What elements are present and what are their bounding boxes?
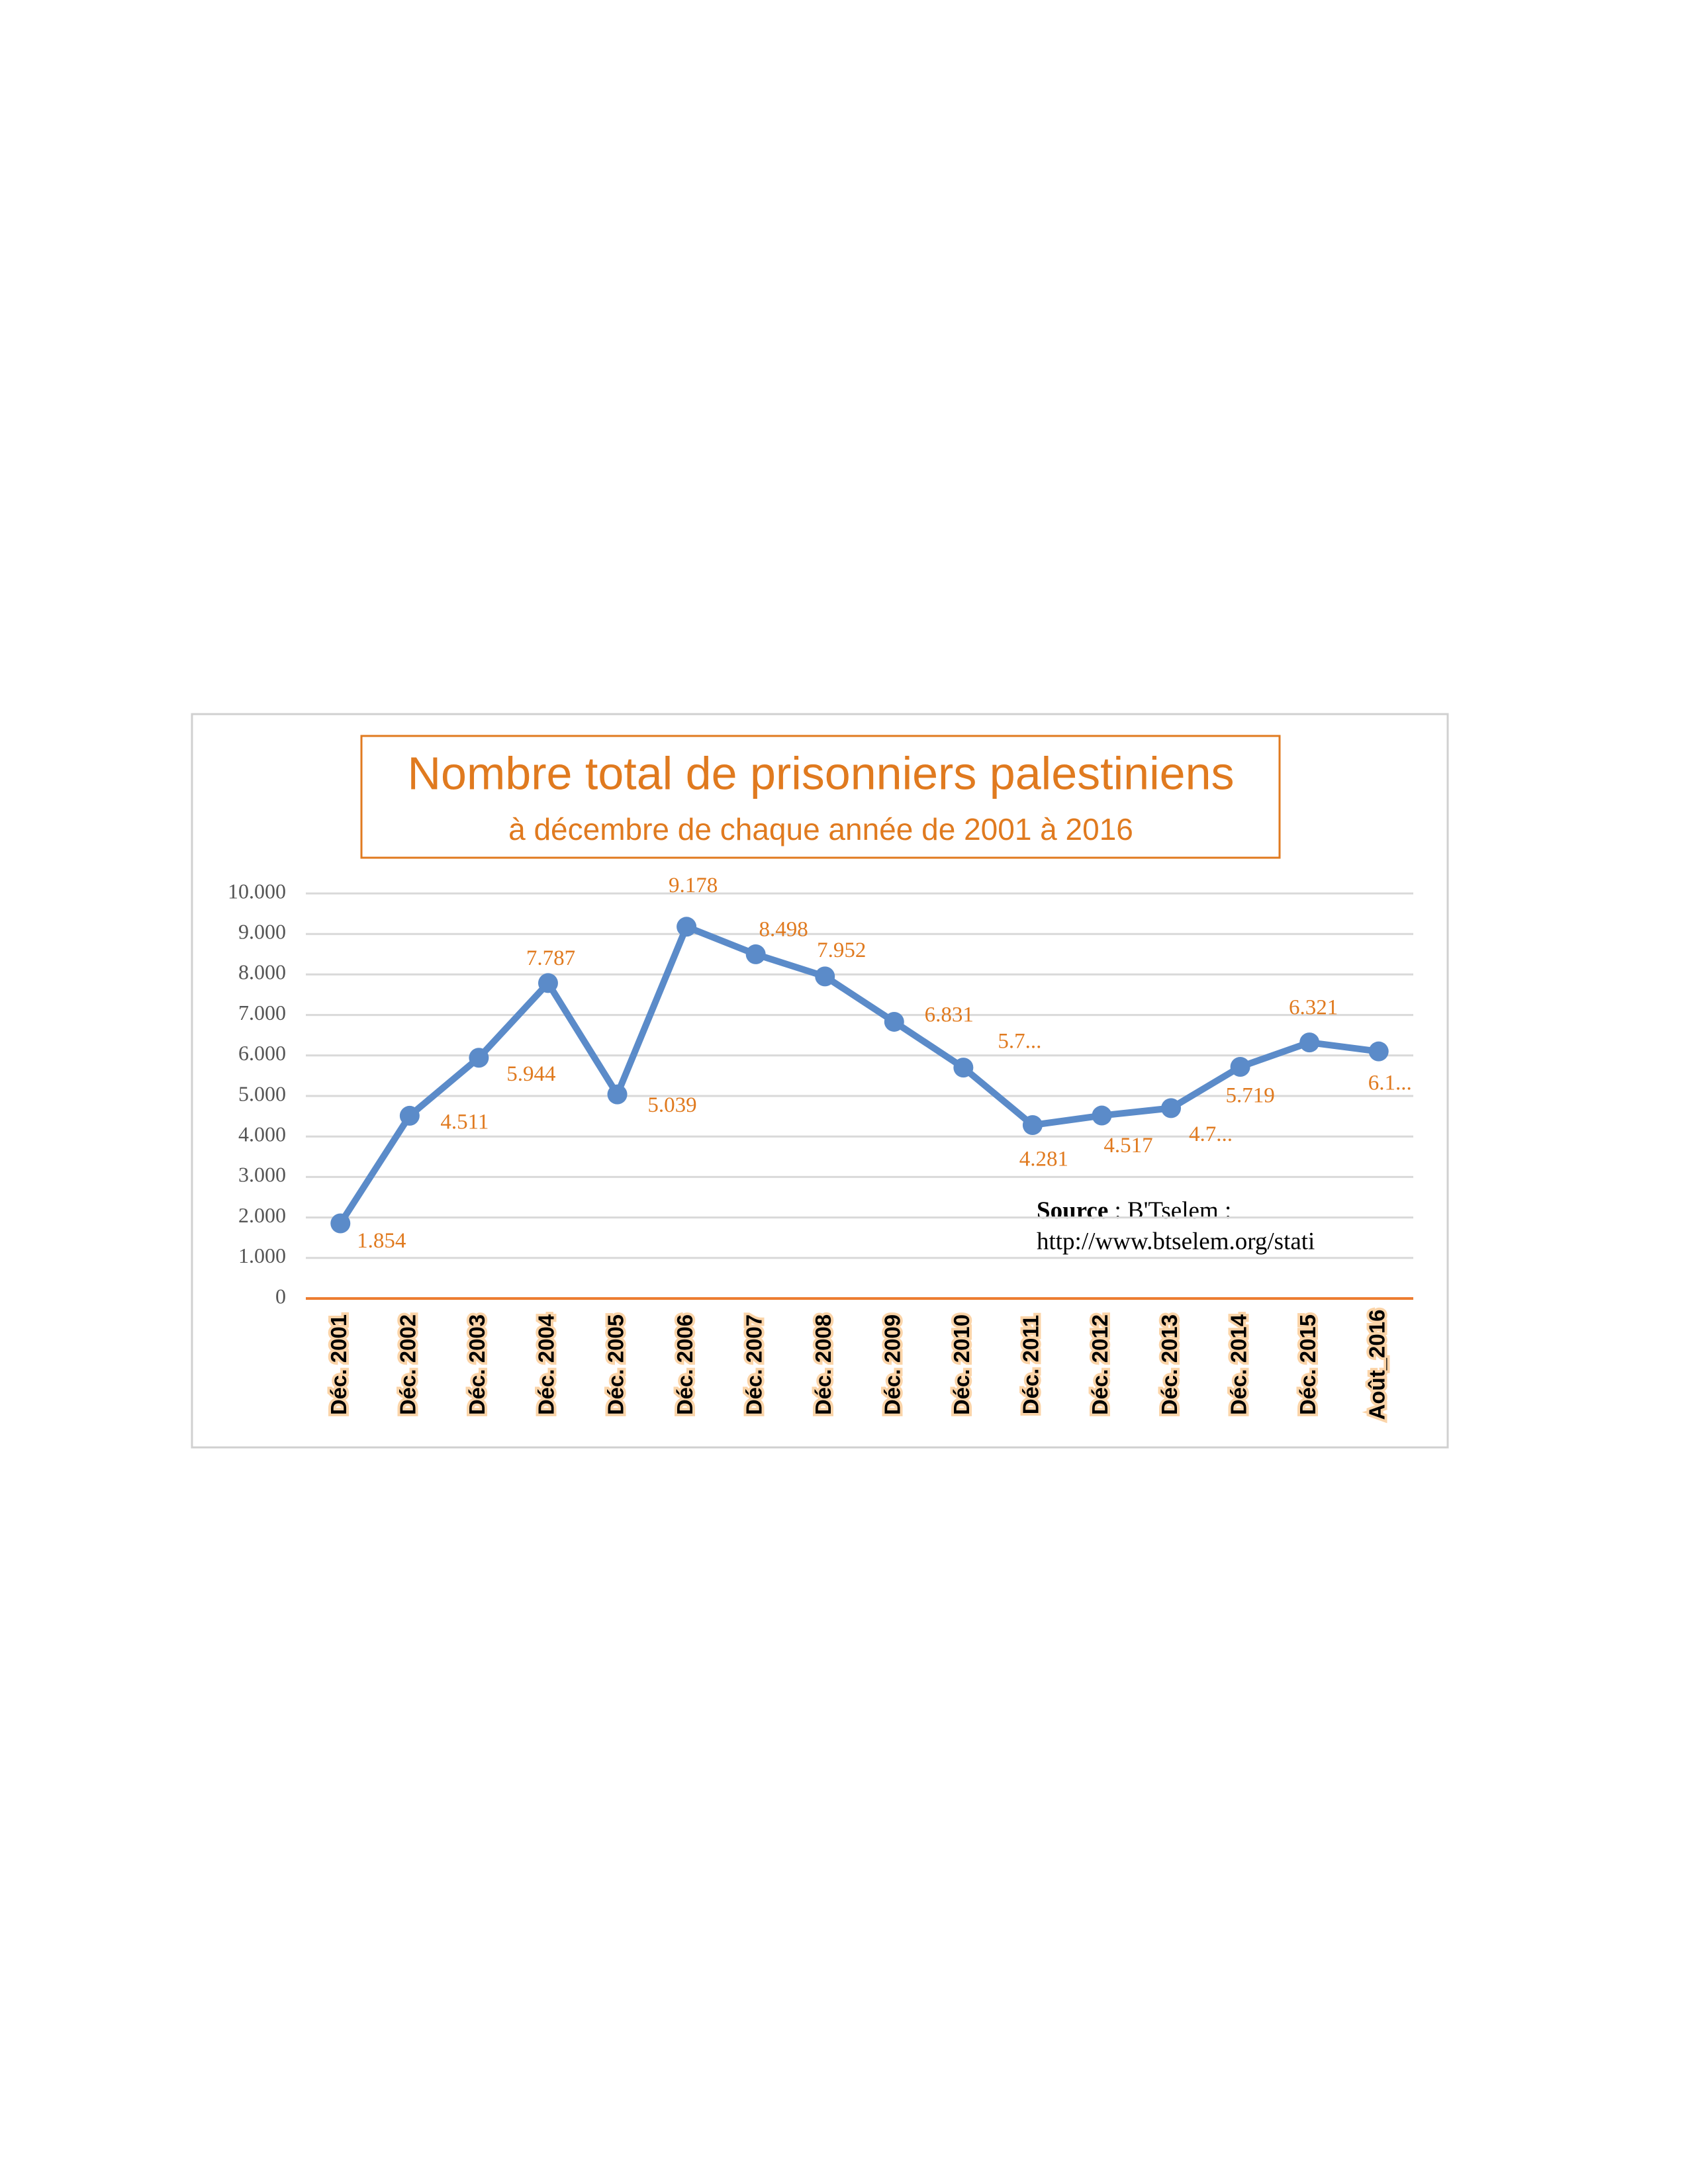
y-tick-label: 10.000 bbox=[228, 879, 286, 903]
title-box bbox=[360, 735, 1281, 859]
y-tick-label: 1.000 bbox=[238, 1244, 286, 1267]
data-point bbox=[538, 973, 558, 993]
data-label: 8.498 bbox=[759, 918, 808, 942]
source-label: Source bbox=[1037, 1197, 1108, 1224]
data-label: 4.7... bbox=[1189, 1122, 1233, 1146]
y-tick-label: 6.000 bbox=[238, 1041, 286, 1065]
x-tick-label: Déc. 2011 bbox=[1019, 1315, 1043, 1414]
data-point bbox=[1230, 1056, 1250, 1077]
data-point bbox=[1022, 1115, 1043, 1136]
data-point bbox=[1299, 1032, 1320, 1053]
y-tick-label: 3.000 bbox=[238, 1163, 286, 1187]
source-url: http://www.btselem.org/stati bbox=[1037, 1228, 1315, 1255]
data-point bbox=[677, 917, 697, 937]
data-label: 5.7... bbox=[998, 1030, 1041, 1054]
data-label: 6.1... bbox=[1368, 1071, 1412, 1095]
y-tick-label: 9.000 bbox=[238, 920, 286, 944]
data-label: 6.831 bbox=[925, 1003, 974, 1027]
data-point bbox=[1161, 1098, 1182, 1118]
chart-frame bbox=[191, 713, 1449, 1449]
chart-subtitle: à décembre de chaque année de 2001 à 201… bbox=[508, 812, 1133, 846]
data-label: 5.039 bbox=[647, 1093, 696, 1117]
data-point bbox=[884, 1011, 904, 1032]
data-point bbox=[330, 1213, 351, 1234]
data-label: 4.281 bbox=[1019, 1148, 1068, 1171]
x-tick-label: Déc. 2013 bbox=[1157, 1314, 1182, 1415]
y-tick-label: 4.000 bbox=[238, 1122, 286, 1146]
y-tick-label: 7.000 bbox=[238, 1001, 286, 1024]
data-point bbox=[607, 1084, 628, 1105]
data-label: 7.787 bbox=[526, 946, 575, 970]
x-tick-label: Déc. 2001 bbox=[326, 1314, 351, 1415]
data-point bbox=[745, 944, 766, 964]
x-tick-label: Déc. 2010 bbox=[949, 1314, 974, 1415]
data-label: 5.944 bbox=[506, 1062, 555, 1086]
y-tick-label: 2.000 bbox=[238, 1203, 286, 1227]
x-tick-label: Déc. 2003 bbox=[465, 1314, 489, 1415]
x-tick-label: Déc. 2014 bbox=[1226, 1314, 1250, 1415]
data-point bbox=[815, 966, 835, 987]
x-tick-label: Déc. 2004 bbox=[534, 1314, 559, 1415]
y-tick-label: 8.000 bbox=[238, 960, 286, 984]
series-line bbox=[338, 923, 1380, 1226]
data-label: 7.952 bbox=[817, 938, 866, 962]
x-tick-label: Déc. 2005 bbox=[603, 1314, 628, 1415]
data-label: 6.321 bbox=[1289, 996, 1338, 1020]
data-label: 9.178 bbox=[669, 874, 718, 897]
data-label: 5.719 bbox=[1225, 1084, 1274, 1108]
source-text: : B'Tselem : bbox=[1115, 1197, 1232, 1224]
x-tick-label: Déc. 2015 bbox=[1295, 1314, 1320, 1415]
chart-title: Nombre total de prisonniers palestiniens bbox=[408, 747, 1235, 799]
y-tick-label: 0 bbox=[275, 1284, 286, 1308]
x-tick-label: Déc. 2012 bbox=[1088, 1314, 1112, 1415]
data-label: 1.854 bbox=[357, 1229, 406, 1253]
data-point bbox=[1368, 1041, 1389, 1062]
data-label: 4.517 bbox=[1103, 1134, 1152, 1158]
x-tick-label: Déc. 2008 bbox=[811, 1314, 835, 1415]
x-tick-label: Déc. 2007 bbox=[741, 1314, 766, 1415]
y-tick-label: 5.000 bbox=[238, 1081, 286, 1105]
x-tick-label: Août_2016 bbox=[1364, 1310, 1389, 1420]
data-point bbox=[399, 1105, 420, 1126]
data-point bbox=[953, 1058, 974, 1078]
data-point bbox=[1092, 1105, 1112, 1126]
x-tick-label: Déc. 2009 bbox=[880, 1314, 905, 1415]
data-point bbox=[469, 1048, 489, 1068]
data-label: 4.511 bbox=[440, 1111, 489, 1134]
x-tick-label: Déc. 2002 bbox=[396, 1314, 420, 1415]
x-tick-label: Déc. 2006 bbox=[673, 1314, 697, 1415]
source-note: Source : B'Tselem : bbox=[1037, 1197, 1231, 1224]
